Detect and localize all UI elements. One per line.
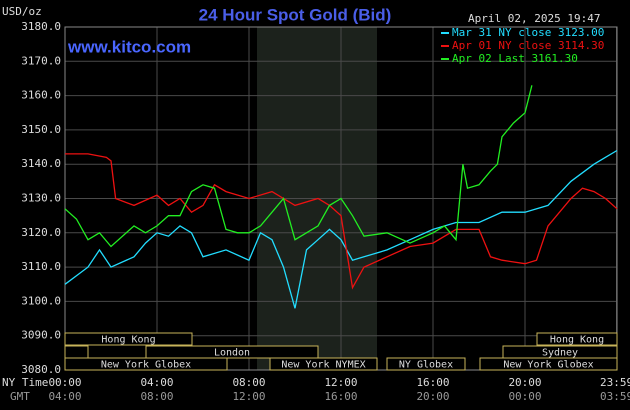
gmt-tick-label: 04:00 bbox=[48, 390, 81, 403]
y-tick-label: 3080.0 bbox=[21, 363, 61, 376]
y-tick-label: 3130.0 bbox=[21, 192, 61, 205]
legend-label: Mar 31 NY close 3123.00 bbox=[452, 26, 604, 39]
y-tick-label: 3120.0 bbox=[21, 226, 61, 239]
gmt-tick-label: 03:59 bbox=[600, 390, 630, 403]
y-tick-label: 3180.0 bbox=[21, 20, 61, 33]
y-tick-label: 3160.0 bbox=[21, 89, 61, 102]
session-box bbox=[536, 332, 618, 346]
gmt-tick-label: 08:00 bbox=[140, 390, 173, 403]
session-box bbox=[479, 357, 618, 371]
y-axis-label: USD/oz bbox=[2, 5, 42, 18]
x-tick-label: 16:00 bbox=[416, 376, 449, 389]
x-tick-label: 20:00 bbox=[508, 376, 541, 389]
series-line bbox=[64, 149, 618, 309]
y-tick-label: 3110.0 bbox=[21, 260, 61, 273]
session-box bbox=[269, 357, 378, 371]
site-label: www.kitco.com bbox=[67, 37, 191, 56]
chart-title: 24 Hour Spot Gold (Bid) bbox=[199, 5, 392, 24]
x2-axis-label: GMT bbox=[10, 390, 30, 403]
y-tick-label: 3140.0 bbox=[21, 157, 61, 170]
y-tick-label: 3100.0 bbox=[21, 294, 61, 307]
x-axis-label: NY Time bbox=[2, 376, 48, 389]
x-tick-label: 23:59 bbox=[600, 376, 630, 389]
series-line bbox=[65, 153, 618, 290]
series-line bbox=[64, 85, 533, 248]
x-tick-label: 12:00 bbox=[324, 376, 357, 389]
session-label: New York NYMEX bbox=[281, 360, 365, 371]
session-label: New York Globex bbox=[503, 360, 593, 371]
session-label: NY Globex bbox=[399, 360, 453, 371]
x-tick-label: 04:00 bbox=[140, 376, 173, 389]
session-label: Sydney bbox=[542, 348, 578, 359]
y-tick-label: 3090.0 bbox=[21, 329, 61, 342]
x-tick-label: 08:00 bbox=[232, 376, 265, 389]
y-tick-label: 3150.0 bbox=[21, 123, 61, 136]
timestamp: April 02, 2025 19:47 bbox=[468, 12, 600, 25]
session-box bbox=[64, 357, 228, 371]
session-box bbox=[64, 332, 193, 346]
x-tick-label: 00:00 bbox=[48, 376, 81, 389]
session-box bbox=[386, 357, 466, 371]
session-label: Hong Kong bbox=[550, 335, 604, 346]
gmt-tick-label: 00:00 bbox=[508, 390, 541, 403]
gmt-tick-label: 16:00 bbox=[324, 390, 357, 403]
session-box bbox=[64, 345, 89, 359]
legend-label: Apr 01 NY close 3114.30 bbox=[452, 39, 604, 52]
gmt-tick-label: 20:00 bbox=[416, 390, 449, 403]
y-tick-label: 3170.0 bbox=[21, 54, 61, 67]
session-label: London bbox=[214, 348, 250, 359]
session-label: New York Globex bbox=[101, 360, 191, 371]
gmt-tick-label: 12:00 bbox=[232, 390, 265, 403]
session-label: Hong Kong bbox=[101, 335, 155, 346]
session-box bbox=[145, 345, 319, 359]
legend-label: Apr 02 Last 3161.30 bbox=[452, 52, 578, 65]
